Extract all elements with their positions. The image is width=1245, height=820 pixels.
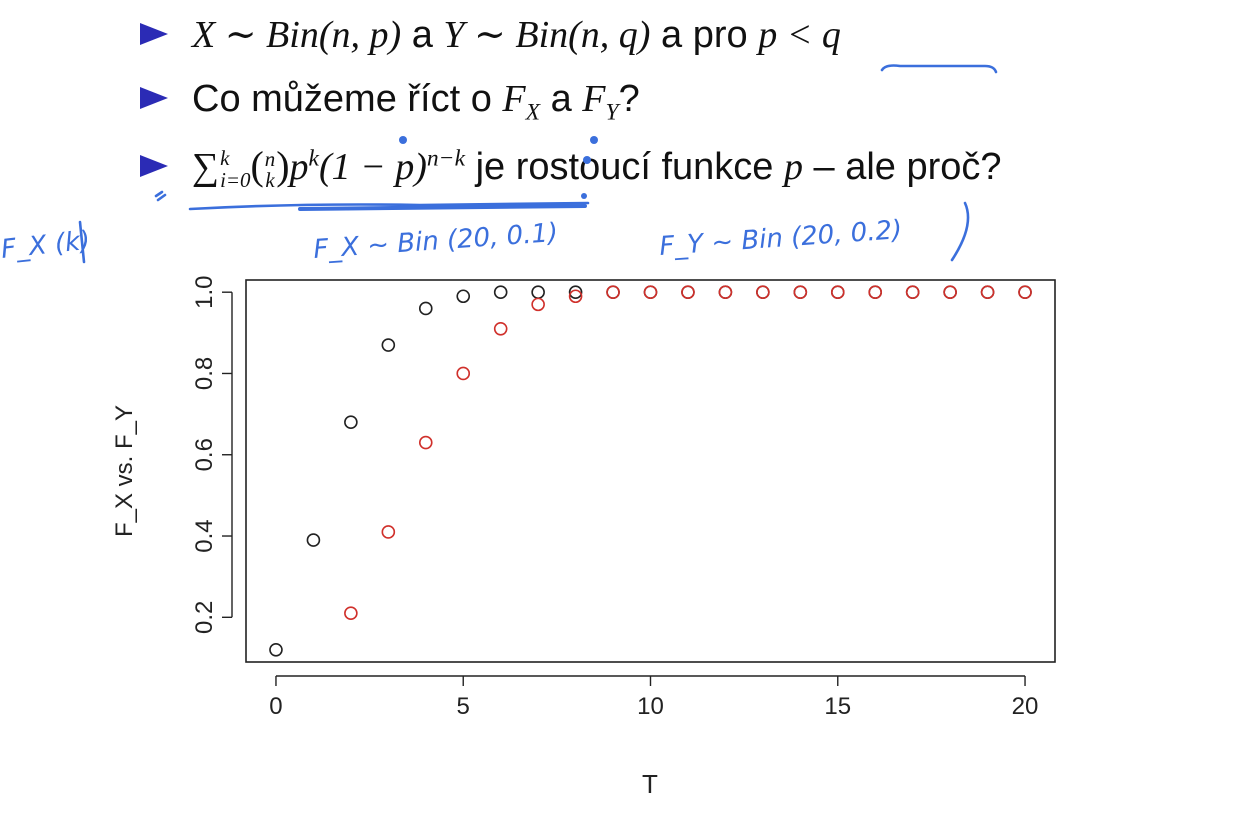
point-series-2 [381, 525, 396, 539]
point-series-2 [1018, 285, 1032, 299]
x-tick-label: 0 [269, 693, 282, 720]
x-tick-label: 15 [824, 693, 851, 720]
sum-lower: i=0 [220, 167, 251, 192]
point-series-2 [830, 285, 845, 299]
bullet-1-math-p-lt-q: p < q [758, 14, 841, 56]
point-series-2 [905, 285, 920, 299]
plot-frame [245, 279, 1056, 663]
point-series-1 [456, 289, 471, 304]
bullet-1-text-a-pro: a pro [650, 14, 759, 56]
bullet-3-middle-exp: n−k [426, 145, 466, 172]
point-series-1 [381, 338, 396, 352]
point-series-2 [943, 285, 957, 299]
point-series-2 [643, 285, 658, 299]
point-series-2 [793, 285, 808, 299]
point-series-2 [531, 297, 545, 312]
sum-sign: ∑ [192, 146, 220, 188]
point-series-1 [531, 285, 545, 299]
point-series-2 [868, 285, 883, 299]
bullet-3-p: p [289, 146, 309, 188]
bullet-2-fy: FY [582, 78, 618, 124]
x-tick-label: 20 [1012, 693, 1039, 720]
x-tick-label: 5 [457, 693, 470, 720]
binom-bottom: k [265, 168, 275, 193]
bullet-3-sum: ∑ k i=0 [192, 146, 251, 192]
bullet-3-p-exp: k [308, 145, 319, 172]
bullet-arrow-icon [140, 87, 168, 109]
point-series-2 [344, 606, 358, 621]
binom-top: n [264, 147, 276, 172]
sum-limits: k i=0 [220, 146, 251, 192]
point-series-1 [269, 643, 283, 657]
bullet-2-fy-sub: Y [605, 99, 619, 126]
point-series-1 [568, 285, 583, 299]
bullet-1-text-a: a [401, 14, 444, 56]
bullet-3-middle-base: (1 − p) [318, 146, 427, 188]
y-tick-label: 0.6 [191, 438, 218, 471]
point-series-2 [418, 435, 433, 450]
bullet-2-fy-f: F [582, 78, 606, 120]
bullet-2-fx-sub: X [525, 99, 541, 126]
point-series-2 [756, 285, 770, 299]
x-tick-label: 10 [637, 693, 664, 720]
bullet-1: X ∼ Bin(n, p) a Y ∼ Bin(n, q) a pro p < … [140, 16, 841, 54]
bullet-1-math-x: X ∼ Bin(n, p) [192, 14, 402, 56]
bullet-arrow-icon [140, 23, 168, 45]
bullet-3-p-power: pk [289, 145, 319, 188]
bullet-2: Co můžeme říct o FX a FY ? [140, 78, 640, 124]
point-series-1 [493, 285, 508, 299]
bullet-2-question: ? [618, 78, 640, 120]
y-tick-label: 0.2 [191, 601, 218, 634]
y-axis: 0.2 0.4 0.6 0.8 1.0 [191, 276, 233, 634]
bullet-2-text-a: a [540, 78, 583, 120]
y-axis-label: F_X vs. F_Y [111, 405, 138, 537]
data-points [269, 285, 1032, 657]
bullet-1-math-y: Y ∼ Bin(n, q) [443, 14, 651, 56]
x-axis-label: T [642, 769, 658, 799]
bullet-3-p2: p [783, 146, 803, 188]
y-tick-label: 1.0 [191, 276, 218, 309]
bullet-3-binom: (n k) [250, 143, 290, 193]
bullet-3: ∑ k i=0 (n k) pk (1 − p)n−k je rostoucí f… [140, 146, 1002, 192]
bullet-arrow-icon [140, 155, 168, 177]
bullet-2-text: Co můžeme říct o [192, 78, 503, 120]
y-tick-label: 0.4 [191, 519, 218, 552]
point-series-1 [418, 301, 433, 316]
bullet-2-fx: FX [502, 78, 540, 124]
point-series-2 [568, 289, 583, 304]
point-series-1 [306, 533, 321, 547]
point-series-2 [718, 285, 733, 299]
point-series-2 [606, 285, 620, 299]
bullet-2-fx-f: F [502, 78, 526, 120]
point-series-2 [980, 285, 995, 299]
x-axis: 0 5 10 15 20 [269, 675, 1039, 720]
y-tick-label: 0.8 [191, 357, 218, 390]
point-series-1 [344, 415, 358, 430]
bullet-3-tail: – ale proč? [802, 146, 1002, 188]
point-series-2 [493, 321, 508, 336]
bullet-3-middle: (1 − p)n−k [318, 145, 466, 188]
point-series-2 [456, 366, 471, 381]
point-series-2 [681, 285, 695, 299]
sum-upper: k [220, 146, 230, 170]
bullet-3-text: je rostoucí funkce [465, 146, 784, 188]
